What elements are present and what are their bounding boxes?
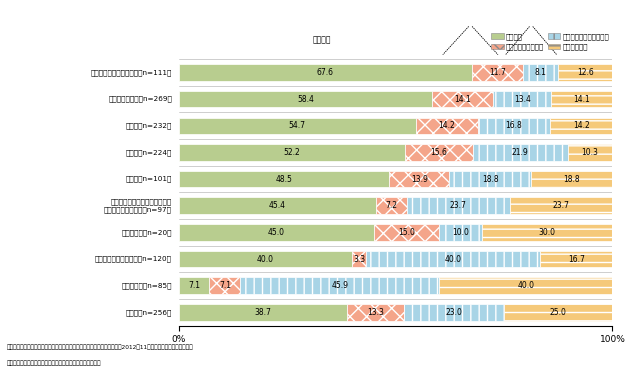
Bar xyxy=(389,171,449,187)
Text: 38.7: 38.7 xyxy=(254,308,271,317)
Bar xyxy=(568,144,612,161)
Text: 16.8: 16.8 xyxy=(506,121,523,130)
Text: 14.1: 14.1 xyxy=(454,95,471,104)
Text: 13.3: 13.3 xyxy=(367,308,384,317)
Bar xyxy=(493,91,551,107)
Text: 生活関連サービス業、娯楽業、
　教育、学習支援業（n=97）: 生活関連サービス業、娯楽業、 教育、学習支援業（n=97） xyxy=(104,199,172,213)
Text: 10.3: 10.3 xyxy=(582,148,598,157)
Text: その他（n=256）: その他（n=256） xyxy=(126,309,172,316)
Bar xyxy=(472,64,523,81)
Bar xyxy=(179,91,432,107)
Bar xyxy=(179,278,209,294)
Bar xyxy=(440,278,613,294)
Text: 建設業（n=224）: 建設業（n=224） xyxy=(126,149,172,156)
Bar xyxy=(374,224,439,240)
Text: 7.1: 7.1 xyxy=(188,281,200,290)
Text: 67.6: 67.6 xyxy=(317,68,334,77)
Bar xyxy=(179,171,389,187)
Legend: 息子・娘, 息子・娘以外の親族, 親族以外の役員・従業員, 社外の第三者: 息子・娘, 息子・娘以外の親族, 親族以外の役員・従業員, 社外の第三者 xyxy=(491,33,609,50)
Bar xyxy=(179,198,376,214)
Text: 宿泊業、飲食サービス業（n=111）: 宿泊業、飲食サービス業（n=111） xyxy=(91,69,172,76)
Bar xyxy=(179,118,416,134)
Text: 10.0: 10.0 xyxy=(452,228,469,237)
Bar xyxy=(376,198,407,214)
Bar xyxy=(179,251,352,267)
Bar xyxy=(531,171,612,187)
Text: 運輸業（n=101）: 運輸業（n=101） xyxy=(126,176,172,182)
Bar xyxy=(432,91,493,107)
Text: 資料：中小企業庁委託「中小企業の事業承継に関するアンケート調査」（2012年11月、（株）野村総合研究所）: 資料：中小企業庁委託「中小企業の事業承継に関するアンケート調査」（2012年11… xyxy=(6,344,193,350)
Text: 23.0: 23.0 xyxy=(446,308,463,317)
Text: 13.9: 13.9 xyxy=(411,175,427,184)
Text: （注）　事業承継時期が０～９年前の企業を集計している。: （注） 事業承継時期が０～９年前の企業を集計している。 xyxy=(6,361,101,366)
Bar xyxy=(346,304,404,320)
Text: 製造業（n=232）: 製造業（n=232） xyxy=(126,122,172,129)
Text: 12.6: 12.6 xyxy=(577,68,593,77)
Text: 16.7: 16.7 xyxy=(568,255,584,263)
Bar xyxy=(407,198,510,214)
Text: 30.0: 30.0 xyxy=(539,228,556,237)
Bar xyxy=(366,251,540,267)
Bar xyxy=(540,251,612,267)
Text: 7.2: 7.2 xyxy=(385,201,397,210)
Bar xyxy=(179,144,405,161)
Text: 医療、福祉（n=20）: 医療、福祉（n=20） xyxy=(122,229,172,236)
Text: 3.3: 3.3 xyxy=(353,255,366,263)
Bar xyxy=(449,171,531,187)
Bar xyxy=(478,118,551,134)
Text: 13.4: 13.4 xyxy=(514,95,531,104)
Text: 58.4: 58.4 xyxy=(297,95,314,104)
Text: 息子・娘: 息子・娘 xyxy=(313,36,331,44)
Bar xyxy=(209,278,241,294)
Text: 14.1: 14.1 xyxy=(574,95,590,104)
Text: 23.7: 23.7 xyxy=(553,201,570,210)
Bar xyxy=(551,91,612,107)
Bar xyxy=(473,144,568,161)
Bar xyxy=(179,224,374,240)
Text: 情報通信業（n=85）: 情報通信業（n=85） xyxy=(122,282,172,289)
Bar xyxy=(482,224,612,240)
Text: 8.1: 8.1 xyxy=(534,68,546,77)
Bar xyxy=(352,251,366,267)
Text: 54.7: 54.7 xyxy=(289,121,306,130)
Bar xyxy=(558,64,612,81)
Bar xyxy=(510,198,612,214)
Bar xyxy=(241,278,440,294)
Text: 14.2: 14.2 xyxy=(573,121,590,130)
Text: 48.5: 48.5 xyxy=(276,175,292,184)
Bar xyxy=(551,118,612,134)
Text: 25.0: 25.0 xyxy=(550,308,567,317)
Text: 18.8: 18.8 xyxy=(563,175,580,184)
Text: 18.8: 18.8 xyxy=(482,175,498,184)
Text: 45.9: 45.9 xyxy=(331,281,348,290)
Bar xyxy=(523,64,558,81)
Text: 45.4: 45.4 xyxy=(269,201,286,210)
Text: 15.0: 15.0 xyxy=(398,228,415,237)
Text: 52.2: 52.2 xyxy=(283,148,300,157)
Text: 15.6: 15.6 xyxy=(431,148,447,157)
Text: 卸売業、小売業（n=269）: 卸売業、小売業（n=269） xyxy=(108,96,172,102)
Text: 45.0: 45.0 xyxy=(268,228,285,237)
Bar xyxy=(405,144,473,161)
Text: 23.7: 23.7 xyxy=(450,201,466,210)
Bar xyxy=(404,304,504,320)
Bar xyxy=(179,304,346,320)
Bar xyxy=(504,304,612,320)
Text: 7.1: 7.1 xyxy=(219,281,231,290)
Bar xyxy=(179,64,472,81)
Text: 40.0: 40.0 xyxy=(445,255,462,263)
Text: 40.0: 40.0 xyxy=(517,281,535,290)
Text: 11.7: 11.7 xyxy=(489,68,506,77)
Bar xyxy=(439,224,482,240)
Text: 21.9: 21.9 xyxy=(512,148,529,157)
Text: 40.0: 40.0 xyxy=(257,255,274,263)
Text: 14.2: 14.2 xyxy=(438,121,455,130)
Text: 専門・技術サービス業（n=120）: 専門・技術サービス業（n=120） xyxy=(95,256,172,262)
Bar xyxy=(416,118,478,134)
